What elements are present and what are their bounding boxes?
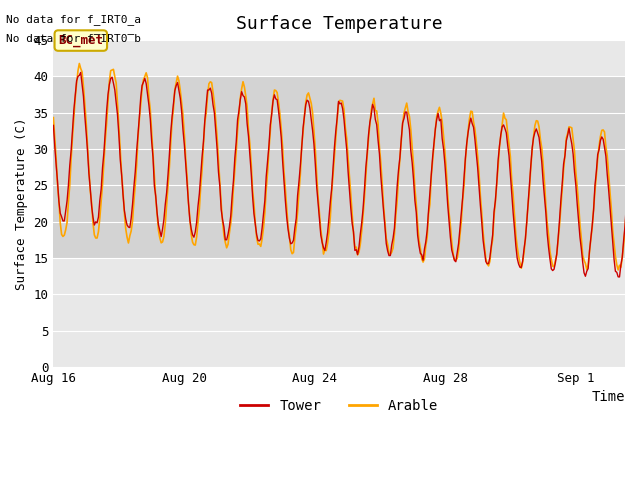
- Text: BC_met: BC_met: [58, 34, 103, 47]
- Text: No data for f_IRT0_a: No data for f_IRT0_a: [6, 14, 141, 25]
- Bar: [53, 76, 625, 258]
- Legend: Tower, Arable: Tower, Arable: [235, 394, 444, 419]
- Title: Surface Temperature: Surface Temperature: [236, 15, 442, 33]
- X-axis label: Time: Time: [591, 390, 625, 405]
- Text: No data for f̅IRT0̅b: No data for f̅IRT0̅b: [6, 34, 141, 44]
- Y-axis label: Surface Temperature (C): Surface Temperature (C): [15, 117, 28, 290]
